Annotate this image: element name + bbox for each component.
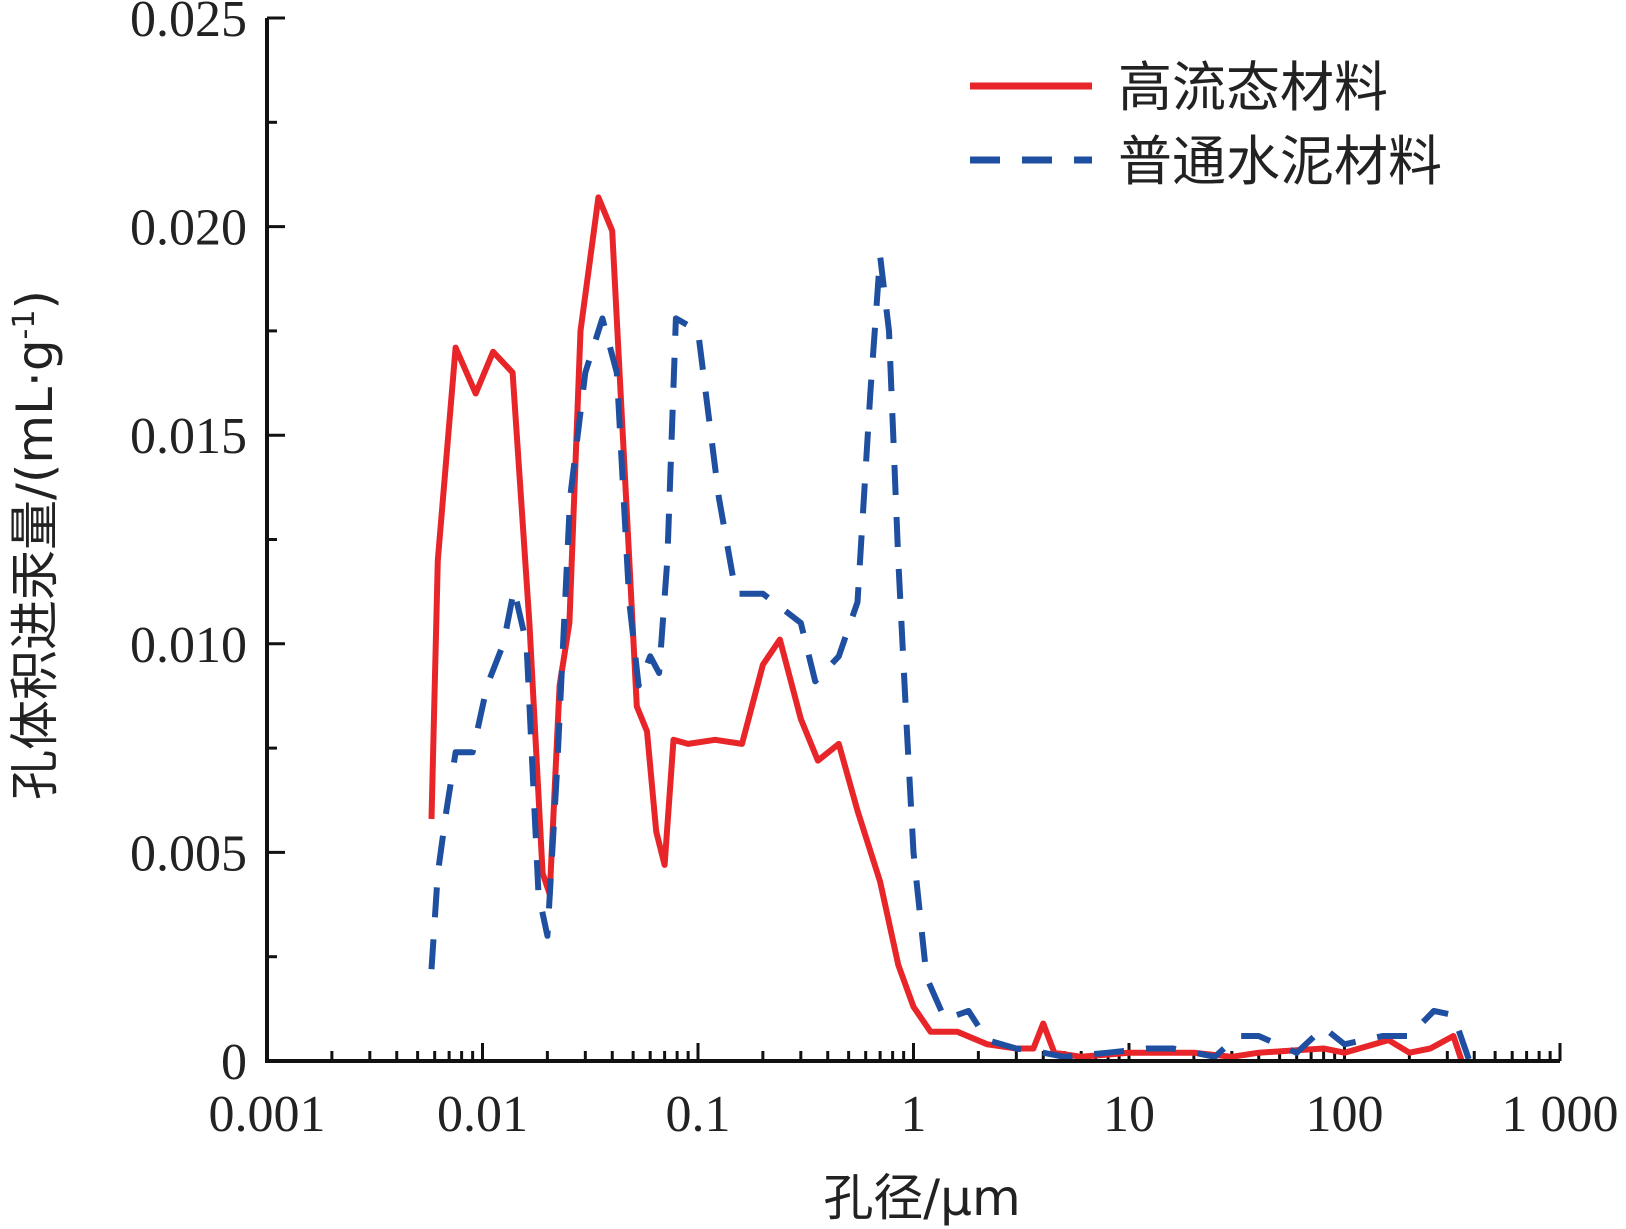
x-tick-label: 0.1 [666, 1086, 731, 1143]
series-lines [428, 194, 1473, 1062]
x-tick-label: 1 000 [1502, 1086, 1619, 1143]
legend-label-high-flow: 高流态材料 [1118, 56, 1388, 119]
x-tick-label: 0.01 [437, 1086, 528, 1143]
y-tick-label: 0 [221, 1034, 247, 1091]
x-tick-label: 0.001 [209, 1086, 326, 1143]
series-line-cement [428, 252, 1473, 1062]
y-axis-title-sup: -1 [7, 310, 42, 340]
y-axis-title-end: ) [6, 290, 64, 310]
x-tick-label: 100 [1306, 1086, 1384, 1143]
legend-label-cement: 普通水泥材料 [1118, 130, 1442, 193]
x-axis-title: 孔径/μm [823, 1169, 1020, 1227]
axes [265, 18, 1560, 1063]
y-tick-label: 0.020 [130, 200, 247, 257]
y-tick-label: 0.015 [130, 408, 247, 465]
legend: 高流态材料 普通水泥材料 [970, 56, 1442, 193]
y-axis-title: 孔体积进汞量/(mL·g-1) [6, 290, 64, 800]
y-tick-label: 0.010 [130, 617, 247, 674]
y-tick-label: 0.025 [130, 0, 247, 48]
series-line-high-flow [428, 194, 1465, 1062]
x-tick-label: 1 [901, 1086, 927, 1143]
tick-labels: 0.001 0.01 0.1 1 10 100 1 000 0 0.005 0.010 0.015 0… [130, 0, 1619, 1143]
y-tick-label: 0.005 [130, 825, 247, 882]
y-axis-title-main: 孔体积进汞量/(mL·g [6, 339, 64, 800]
x-tick-label: 10 [1103, 1086, 1155, 1143]
